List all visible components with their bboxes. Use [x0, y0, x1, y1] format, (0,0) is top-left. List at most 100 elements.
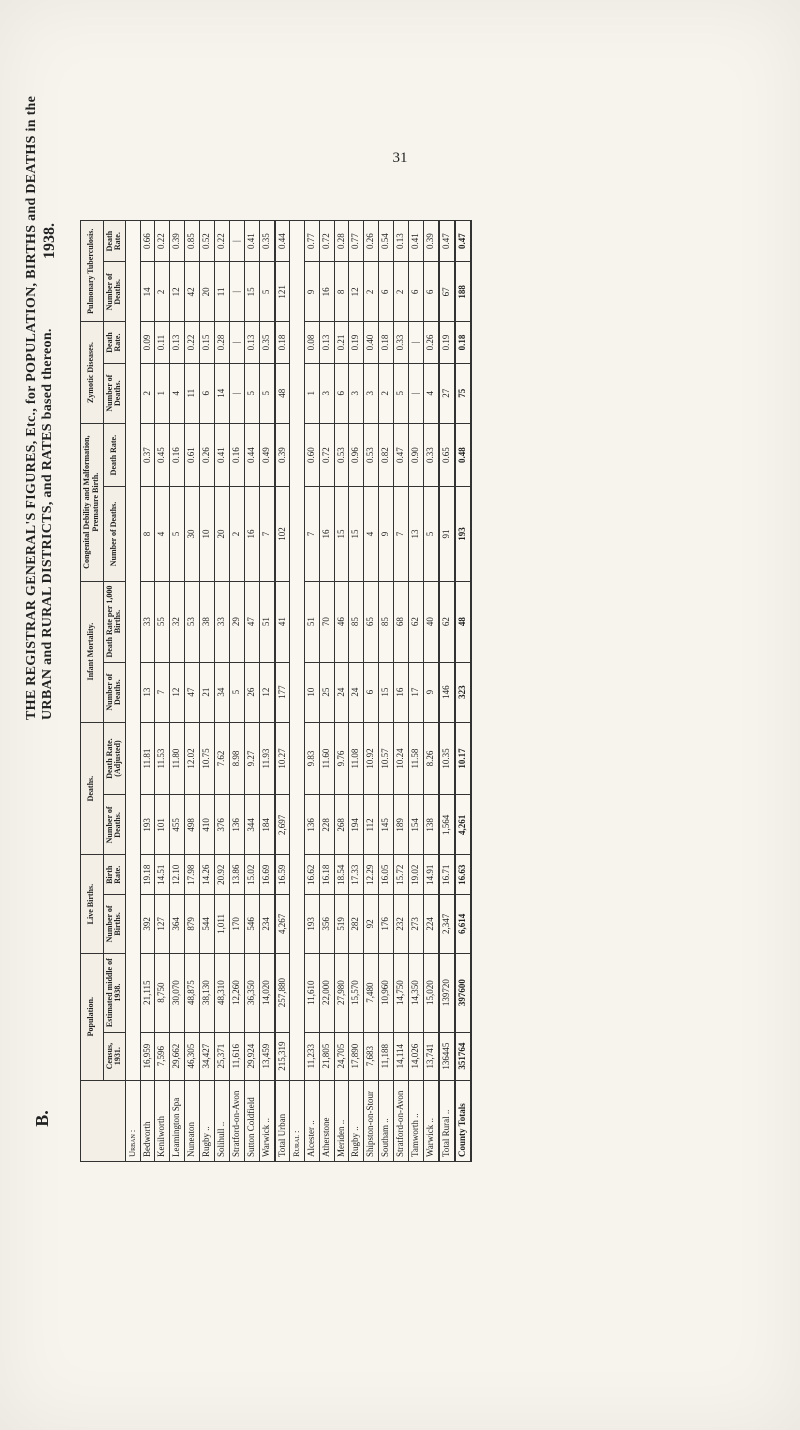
- cell: 228: [319, 795, 334, 855]
- cell: 10.17: [455, 722, 471, 795]
- row-label: Bedworth: [140, 1080, 155, 1161]
- cell: 11.53: [155, 722, 170, 795]
- cell: 7: [394, 487, 409, 581]
- cell: 0.19: [439, 322, 455, 363]
- cell: 1,011: [214, 895, 229, 954]
- cell: 11.93: [259, 722, 274, 795]
- cell: 0.44: [275, 221, 290, 262]
- col-death-rate: Death Rate. (Adjusted): [103, 722, 126, 795]
- cell: 0.26: [423, 322, 438, 363]
- cell: 0.22: [214, 221, 229, 262]
- cell: 519: [334, 895, 349, 954]
- cell: 0.72: [319, 423, 334, 487]
- cell: 42: [185, 262, 200, 322]
- cell: 9: [423, 662, 438, 722]
- cell: 127: [155, 895, 170, 954]
- blank: [290, 221, 304, 1081]
- cell: 102: [275, 487, 290, 581]
- cell: 224: [423, 895, 438, 954]
- cell: 8,750: [155, 953, 170, 1032]
- cell: 17: [409, 662, 424, 722]
- cell: 154: [409, 795, 424, 855]
- cell: 356: [319, 895, 334, 954]
- cell: 48,310: [214, 953, 229, 1032]
- cell: 112: [364, 795, 379, 855]
- cell: 20.92: [214, 855, 229, 895]
- cell: 5: [394, 363, 409, 423]
- cell: 68: [394, 581, 409, 662]
- cell: 392: [140, 895, 155, 954]
- cell: 14: [140, 262, 155, 322]
- cell: 1,564: [439, 795, 455, 855]
- cell: 139720: [439, 953, 455, 1032]
- cell: 323: [455, 662, 471, 722]
- cell: 0.85: [185, 221, 200, 262]
- row-label: Tamworth ..: [409, 1080, 424, 1161]
- row-label: Stratford-on-Avon: [394, 1080, 409, 1161]
- cell: 11.08: [349, 722, 364, 795]
- cell: 9.27: [244, 722, 259, 795]
- total-row: Total Urban215,319257,8804,26716.592,697…: [275, 221, 290, 1162]
- cell: 2,347: [439, 895, 455, 954]
- group-pulmonary: Pulmonary Tuberculosis.: [81, 221, 104, 322]
- cell: 4,267: [275, 895, 290, 954]
- cell: 0.28: [214, 322, 229, 363]
- cell: 5: [244, 363, 259, 423]
- cell: 0.26: [364, 221, 379, 262]
- cell: 33: [214, 581, 229, 662]
- statistics-table: Population. Live Births. Deaths. Infant …: [80, 220, 472, 1162]
- cell: 38,130: [200, 953, 215, 1032]
- cell: 170: [229, 895, 244, 954]
- row-label: County Totals: [455, 1080, 471, 1161]
- cell: 33: [140, 581, 155, 662]
- table-row: Stratford-on-Avon14,11414,75023215.72189…: [394, 221, 409, 1162]
- cell: 544: [200, 895, 215, 954]
- row-label: Warwick ..: [259, 1080, 274, 1161]
- cell: 40: [423, 581, 438, 662]
- cell: 0.16: [170, 423, 185, 487]
- section-header-row: Rural :: [290, 221, 304, 1162]
- cell: 16.71: [439, 855, 455, 895]
- total-row: Total Rural ..1364451397202,34716.711,56…: [439, 221, 455, 1162]
- cell: 5: [259, 262, 274, 322]
- cell: 0.13: [319, 322, 334, 363]
- cell: 11: [185, 363, 200, 423]
- cell: 11,233: [304, 1032, 319, 1080]
- cell: 10.57: [379, 722, 394, 795]
- cell: 351764: [455, 1032, 471, 1080]
- cell: 3: [319, 363, 334, 423]
- cell: 15: [244, 262, 259, 322]
- cell: 0.47: [439, 221, 455, 262]
- cell: 14.91: [423, 855, 438, 895]
- cell: 0.18: [275, 322, 290, 363]
- cell: 273: [409, 895, 424, 954]
- cell: 546: [244, 895, 259, 954]
- cell: 9: [379, 487, 394, 581]
- table-wrapper: Population. Live Births. Deaths. Infant …: [80, 220, 724, 1162]
- table-row: Tamworth ..14,02614,35027319.0215411.581…: [409, 221, 424, 1162]
- row-label: Rugby ..: [200, 1080, 215, 1161]
- cell: 21: [200, 662, 215, 722]
- group-header-row: Population. Live Births. Deaths. Infant …: [81, 221, 104, 1162]
- cell: 9: [304, 262, 319, 322]
- row-label: Rugby ..: [349, 1080, 364, 1161]
- cell: 7: [155, 662, 170, 722]
- cell: 11: [214, 262, 229, 322]
- cell: 145: [379, 795, 394, 855]
- cell: 234: [259, 895, 274, 954]
- cell: 8.26: [423, 722, 438, 795]
- cell: 13,741: [423, 1032, 438, 1080]
- cell: 85: [349, 581, 364, 662]
- cell: 4: [364, 487, 379, 581]
- cell: 6: [409, 262, 424, 322]
- cell: 14.51: [155, 855, 170, 895]
- cell: 0.21: [334, 322, 349, 363]
- table-row: Bedworth16,95921,11539219.1819311.811333…: [140, 221, 155, 1162]
- cell: 6,614: [455, 895, 471, 954]
- cell: 6: [334, 363, 349, 423]
- rural-body: Rural :Alcester ..11,23311,61019316.6213…: [290, 221, 471, 1162]
- cell: 121: [275, 262, 290, 322]
- cell: 282: [349, 895, 364, 954]
- col-inf-deaths: Number of Deaths.: [103, 662, 126, 722]
- cell: 0.26: [200, 423, 215, 487]
